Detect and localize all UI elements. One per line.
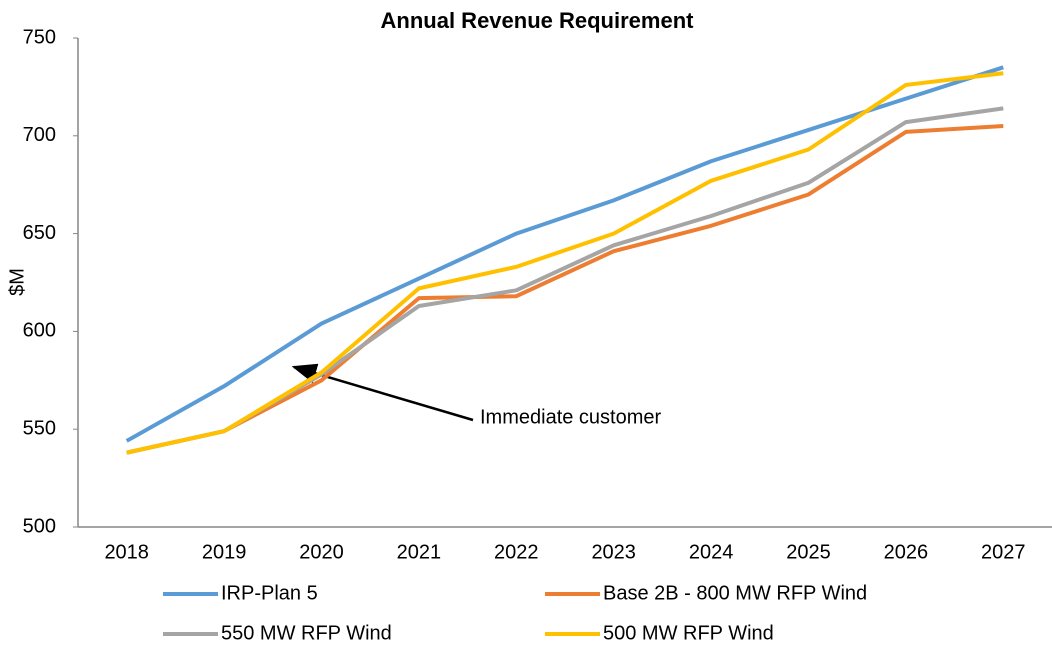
y-tick-label: 650 [23, 222, 56, 244]
x-tick-label: 2022 [494, 541, 539, 563]
x-tick-label: 2024 [689, 541, 734, 563]
x-tick-label: 2021 [397, 541, 442, 563]
x-tick-label: 2023 [591, 541, 636, 563]
series-line [125, 65, 1004, 443]
y-axis-label: $M [6, 268, 28, 296]
series-line [126, 124, 1004, 455]
x-tick-label: 2018 [104, 541, 149, 563]
legend-label: 550 MW RFP Wind [221, 622, 392, 644]
y-tick-label: 750 [23, 26, 56, 48]
series-line [126, 106, 1004, 455]
annotation: Immediate customer [480, 406, 662, 428]
x-tick-label: 2020 [299, 541, 344, 563]
x-tick-label: 2025 [786, 541, 831, 563]
y-tick-label: 700 [23, 124, 56, 146]
legend-label: IRP-Plan 5 [221, 582, 318, 604]
x-tick-label: 2019 [202, 541, 247, 563]
legend-label: 500 MW RFP Wind [603, 622, 774, 644]
series-line [126, 71, 1004, 455]
legend-label: Base 2B - 800 MW RFP Wind [603, 582, 867, 604]
x-tick-label: 2027 [981, 541, 1026, 563]
y-tick-label: 600 [23, 320, 56, 342]
x-tick-label: 2026 [884, 541, 929, 563]
y-tick-label: 500 [23, 515, 56, 537]
chart-title: Annual Revenue Requirement [381, 8, 695, 33]
y-tick-label: 550 [23, 417, 56, 439]
